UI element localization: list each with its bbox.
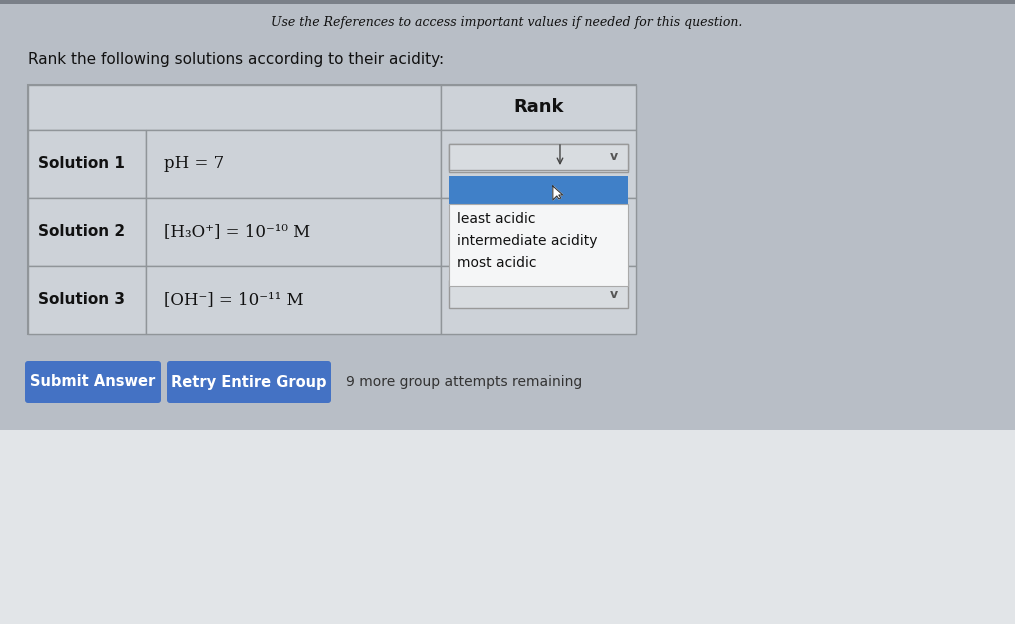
Text: Solution 3: Solution 3 xyxy=(38,293,125,308)
Bar xyxy=(28,85,636,334)
Text: Retry Entire Group: Retry Entire Group xyxy=(172,374,327,389)
Text: [OH⁻] = 10⁻¹¹ M: [OH⁻] = 10⁻¹¹ M xyxy=(164,291,303,308)
Bar xyxy=(146,266,441,334)
Text: least acidic: least acidic xyxy=(457,212,536,226)
Bar xyxy=(441,198,636,266)
Bar xyxy=(449,204,628,286)
Bar xyxy=(441,85,636,130)
Text: [H₃O⁺] = 10⁻¹⁰ M: [H₃O⁺] = 10⁻¹⁰ M xyxy=(164,223,311,240)
Text: v: v xyxy=(610,150,618,163)
Bar xyxy=(449,144,628,170)
Text: intermediate acidity: intermediate acidity xyxy=(457,234,598,248)
Text: Solution 2: Solution 2 xyxy=(38,225,125,240)
FancyBboxPatch shape xyxy=(25,361,161,403)
Bar xyxy=(449,176,628,204)
FancyBboxPatch shape xyxy=(167,361,331,403)
Text: v: v xyxy=(610,288,618,301)
Bar xyxy=(28,130,146,198)
Bar xyxy=(0,430,1015,624)
Text: Rank: Rank xyxy=(514,99,563,117)
Bar xyxy=(441,266,636,334)
Text: Solution 1: Solution 1 xyxy=(38,157,125,172)
Bar xyxy=(449,280,628,308)
Bar xyxy=(28,85,441,130)
Bar xyxy=(28,198,146,266)
Bar xyxy=(449,144,628,172)
Polygon shape xyxy=(553,186,563,200)
Text: most acidic: most acidic xyxy=(457,256,537,270)
Text: pH = 7: pH = 7 xyxy=(164,155,224,172)
Bar xyxy=(0,0,1015,4)
Bar xyxy=(146,198,441,266)
Text: 9 more group attempts remaining: 9 more group attempts remaining xyxy=(346,375,583,389)
Text: v: v xyxy=(610,152,618,165)
Text: Use the References to access important values if needed for this question.: Use the References to access important v… xyxy=(271,16,743,29)
Text: Submit Answer: Submit Answer xyxy=(30,374,155,389)
Bar xyxy=(28,266,146,334)
Text: Rank the following solutions according to their acidity:: Rank the following solutions according t… xyxy=(28,52,445,67)
Bar xyxy=(441,130,636,198)
Bar xyxy=(146,130,441,198)
